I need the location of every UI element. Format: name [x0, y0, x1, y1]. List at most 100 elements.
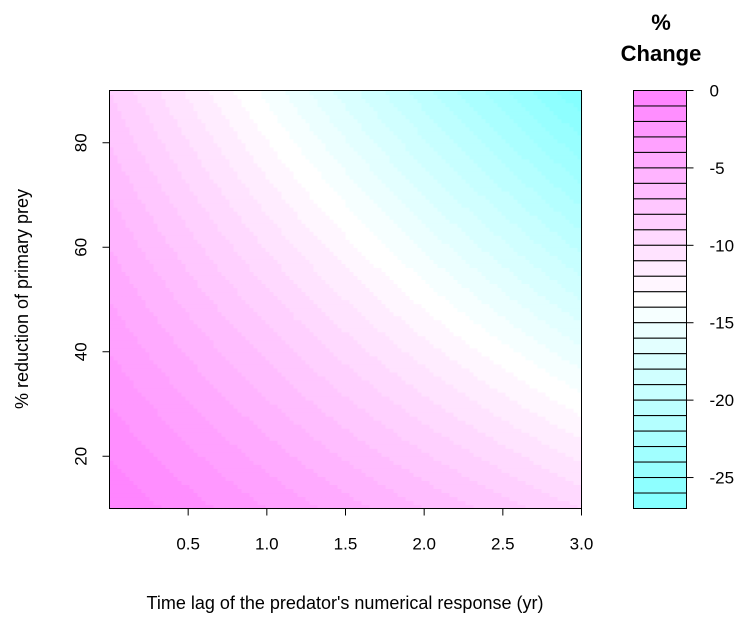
contour-cell [285, 492, 291, 498]
contour-cell [417, 359, 423, 365]
contour-cell [129, 432, 135, 437]
contour-cell [109, 375, 115, 381]
contour-cell [489, 424, 495, 429]
contour-cell [433, 391, 439, 397]
contour-cell [197, 440, 203, 445]
contour-cell [329, 468, 335, 473]
contour-cell [153, 416, 159, 421]
contour-cell [225, 484, 231, 489]
contour-cell [413, 476, 419, 481]
contour-cell [521, 440, 527, 445]
contour-cell [537, 500, 543, 506]
contour-cell [337, 351, 343, 357]
contour-cell [393, 424, 399, 429]
contour-cell [361, 484, 367, 489]
contour-cell [161, 428, 167, 433]
contour-cell [405, 379, 411, 385]
contour-cell [525, 375, 531, 381]
contour-cell [565, 387, 571, 393]
contour-cell [157, 432, 163, 437]
contour-cell [385, 424, 391, 429]
contour-cell [353, 452, 359, 457]
contour-cell [181, 371, 187, 377]
contour-cell [569, 416, 575, 421]
contour-cell [249, 476, 255, 481]
contour-cell [561, 468, 567, 473]
contour-cell [125, 456, 131, 461]
contour-cell [385, 399, 391, 405]
contour-cell [245, 448, 251, 453]
contour-cell [153, 339, 159, 345]
contour-cell [237, 476, 243, 481]
contour-cell [285, 343, 291, 349]
contour-cell [489, 395, 495, 401]
contour-cell [485, 347, 491, 353]
contour-cell [113, 367, 119, 373]
contour-cell [429, 504, 435, 510]
contour-cell [281, 492, 287, 498]
contour-cell [341, 391, 347, 397]
contour-cell [133, 351, 139, 357]
contour-cell [161, 504, 167, 510]
contour-cell [337, 363, 343, 369]
contour-cell [389, 371, 395, 377]
contour-cell [557, 480, 563, 485]
contour-cell [289, 424, 295, 429]
contour-cell [389, 408, 395, 413]
contour-cell [149, 504, 155, 510]
contour-cell [409, 367, 415, 373]
contour-cell [493, 404, 499, 409]
contour-cell [141, 436, 147, 441]
contour-cell [193, 359, 199, 365]
contour-cell [321, 347, 327, 353]
contour-cell [509, 412, 515, 417]
contour-cell [345, 387, 351, 393]
contour-cell [145, 492, 151, 498]
contour-cell [121, 464, 127, 469]
contour-cell [529, 452, 535, 457]
contour-cell [405, 424, 411, 429]
contour-cell [169, 484, 175, 489]
contour-cell [533, 343, 539, 349]
contour-cell [365, 456, 371, 461]
contour-cell [245, 355, 251, 361]
contour-cell [321, 424, 327, 429]
contour-cell [517, 387, 523, 393]
contour-cell [165, 335, 171, 341]
contour-cell [537, 492, 543, 498]
contour-cell [285, 436, 291, 441]
contour-cell [161, 448, 167, 453]
contour-cell [305, 448, 311, 453]
contour-cell [413, 363, 419, 369]
contour-cell [261, 496, 267, 502]
contour-cell [421, 428, 427, 433]
contour-cell [305, 395, 311, 401]
contour-cell [565, 363, 571, 369]
contour-cell [121, 492, 127, 498]
contour-cell [533, 347, 539, 353]
contour-cell [153, 476, 159, 481]
contour-cell [353, 355, 359, 361]
contour-cell [437, 488, 443, 494]
contour-cell [401, 343, 407, 349]
contour-cell [553, 496, 559, 502]
contour-cell [373, 375, 379, 381]
contour-cell [433, 448, 439, 453]
contour-cell [185, 375, 191, 381]
contour-cell [133, 391, 139, 397]
contour-cell [281, 500, 287, 506]
contour-cell [161, 395, 167, 401]
contour-cell [521, 452, 527, 457]
contour-cell [437, 395, 443, 401]
contour-cell [337, 496, 343, 502]
contour-cell [197, 480, 203, 485]
contour-cell [149, 500, 155, 506]
contour-cell [337, 492, 343, 498]
contour-cell [537, 472, 543, 477]
contour-cell [365, 355, 371, 361]
contour-cell [193, 395, 199, 401]
contour-cell [117, 375, 123, 381]
contour-cell [533, 472, 539, 477]
contour-cell [533, 460, 539, 465]
